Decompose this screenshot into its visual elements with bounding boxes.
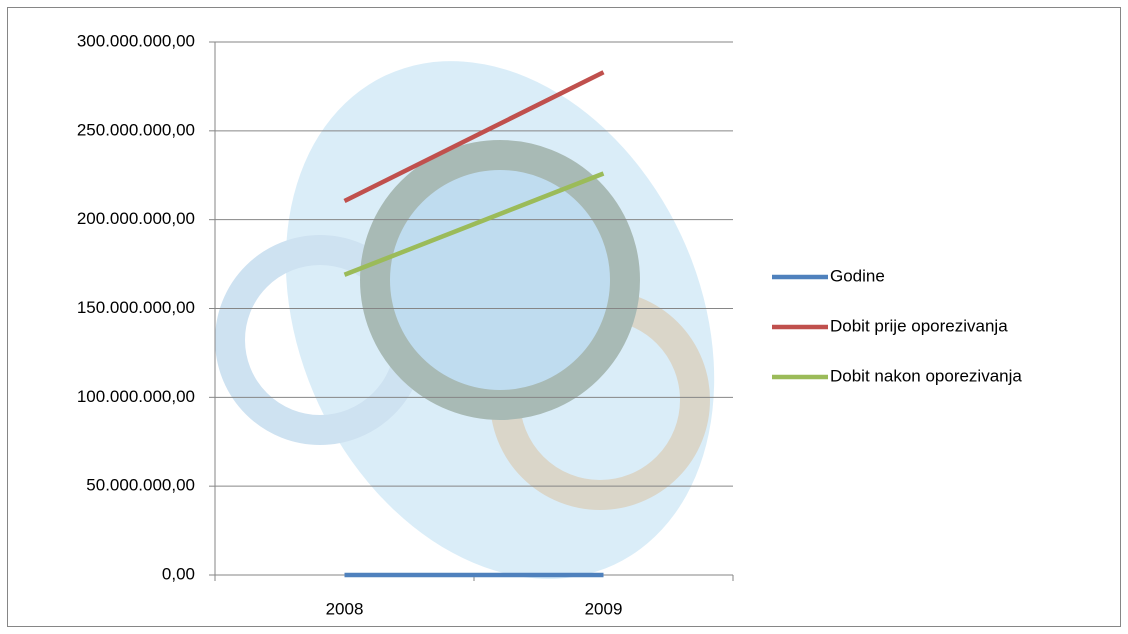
background-clipart — [215, 61, 715, 579]
y-tick-label: 300.000.000,00 — [77, 31, 195, 50]
y-tick-label: 50.000.000,00 — [86, 476, 195, 495]
series-line — [343, 70, 605, 204]
legend-label: Dobit prije oporezivanja — [830, 316, 1008, 335]
x-tick-label: 2008 — [326, 599, 364, 618]
y-tick-label: 150.000.000,00 — [77, 298, 195, 317]
y-tick-label: 200.000.000,00 — [77, 209, 195, 228]
clipart-gear — [360, 140, 640, 420]
legend-label: Dobit nakon oporezivanja — [830, 366, 1022, 385]
y-tick-label: 250.000.000,00 — [77, 120, 195, 139]
x-tick-label: 2009 — [585, 599, 623, 618]
series-line — [343, 171, 605, 277]
y-tick-label: 100.000.000,00 — [77, 387, 195, 406]
y-tick-label: 0,00 — [162, 564, 195, 583]
legend-label: Godine — [830, 266, 885, 285]
